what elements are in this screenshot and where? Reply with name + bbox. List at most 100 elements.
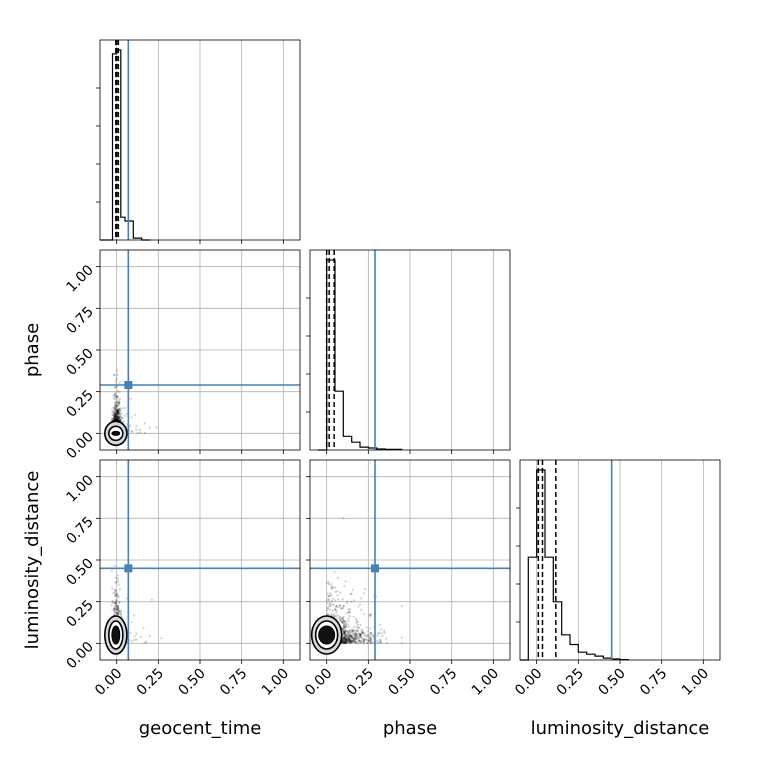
scatter-point — [358, 633, 361, 636]
scatter-point — [348, 639, 351, 642]
scatter-point — [116, 608, 119, 611]
scatter-point — [343, 636, 346, 640]
scatter-point — [117, 404, 120, 407]
scatter-point — [121, 417, 124, 420]
scatter-point — [113, 386, 116, 389]
scatter-point — [350, 592, 353, 596]
scatter-point — [328, 601, 331, 605]
scatter-point — [355, 619, 358, 623]
scatter-point — [115, 600, 118, 603]
scatter-point — [135, 632, 138, 635]
scatter-point — [113, 412, 116, 415]
scatter-point — [338, 617, 341, 621]
scatter-point — [400, 636, 403, 639]
scatter-point — [333, 614, 336, 617]
scatter-point — [116, 417, 119, 420]
scatter-point — [136, 431, 139, 435]
scatter-point — [111, 609, 114, 612]
scatter-point — [344, 638, 348, 641]
scatter-point — [113, 565, 116, 568]
scatter-point — [355, 617, 358, 621]
scatter-point — [348, 641, 351, 644]
scatter-point — [155, 426, 158, 429]
scatter-point — [339, 607, 343, 610]
scatter-point — [326, 599, 329, 602]
panel-geocent_time-phase: 0.00 0.25 0.50 0.75 1.00 — [63, 249, 301, 462]
scatter-point — [330, 603, 333, 606]
scatter-point — [134, 413, 137, 416]
scatter-point — [345, 637, 348, 641]
scatter-point — [348, 639, 351, 642]
scatter-point — [344, 632, 347, 635]
scatter-point — [361, 628, 364, 631]
x-tick-label-2: 0.50 — [175, 666, 208, 699]
scatter-point — [113, 416, 116, 419]
scatter-point — [350, 635, 353, 638]
scatter-point — [361, 637, 365, 641]
scatter-point — [379, 638, 382, 641]
scatter-point — [385, 641, 389, 644]
scatter-point — [113, 607, 116, 611]
scatter-point — [328, 604, 331, 608]
scatter-point — [117, 410, 120, 413]
scatter-point — [114, 401, 117, 404]
scatter-point — [133, 635, 136, 638]
scatter-point — [333, 571, 336, 574]
scatter-point — [114, 386, 117, 389]
scatter-point — [345, 639, 348, 642]
scatter-point — [372, 635, 375, 638]
scatter-point — [113, 413, 116, 416]
scatter-point — [345, 639, 349, 642]
panels: 0.000.250.500.751.000.00 0.25 0.50 0.75 1.00… — [63, 39, 721, 699]
scatter-point — [114, 605, 117, 608]
scatter-point — [362, 640, 365, 643]
scatter-point — [115, 413, 118, 416]
scatter-point — [343, 641, 346, 644]
scatter-point — [351, 640, 354, 643]
scatter-point — [117, 612, 120, 615]
scatter-point — [331, 609, 335, 612]
scatter-point — [384, 637, 388, 640]
scatter-point — [342, 620, 346, 623]
scatter-point — [345, 641, 348, 644]
scatter-point — [328, 603, 331, 606]
scatter-point — [344, 640, 347, 643]
scatter-point — [369, 638, 372, 642]
scatter-point — [112, 394, 115, 397]
scatter-point — [344, 634, 347, 637]
scatter-point — [110, 418, 113, 421]
scatter-point — [342, 517, 345, 520]
scatter-point — [347, 630, 350, 633]
scatter-point — [115, 414, 118, 417]
scatter-point — [353, 632, 356, 635]
scatter-point — [112, 411, 115, 414]
scatter-point — [344, 640, 347, 643]
scatter-point — [341, 618, 344, 621]
scatter-point — [350, 633, 353, 637]
scatter-point — [357, 636, 361, 639]
scatter-point — [328, 592, 332, 595]
panel-geocent_time — [96, 39, 301, 244]
scatter-point — [353, 633, 356, 636]
scatter-point — [114, 414, 117, 417]
scatter-point — [342, 634, 345, 637]
scatter-point — [331, 597, 334, 600]
scatter-point — [352, 638, 355, 641]
scatter-point — [347, 641, 350, 645]
scatter-point — [338, 616, 341, 619]
scatter-point — [341, 642, 345, 645]
scatter-point — [114, 392, 117, 395]
scatter-point — [343, 630, 346, 633]
scatter-point — [369, 632, 373, 635]
scatter-point — [342, 640, 345, 643]
scatter-point — [348, 634, 351, 637]
scatter-point — [347, 637, 350, 640]
scatter-point — [341, 640, 345, 643]
x-tick-label-2: 0.50 — [385, 666, 418, 699]
scatter-point — [116, 607, 119, 611]
scatter-point — [357, 637, 360, 640]
scatter-point — [347, 631, 350, 635]
scatter-point — [135, 428, 138, 431]
scatter-point — [116, 611, 120, 614]
scatter-point — [366, 638, 369, 642]
